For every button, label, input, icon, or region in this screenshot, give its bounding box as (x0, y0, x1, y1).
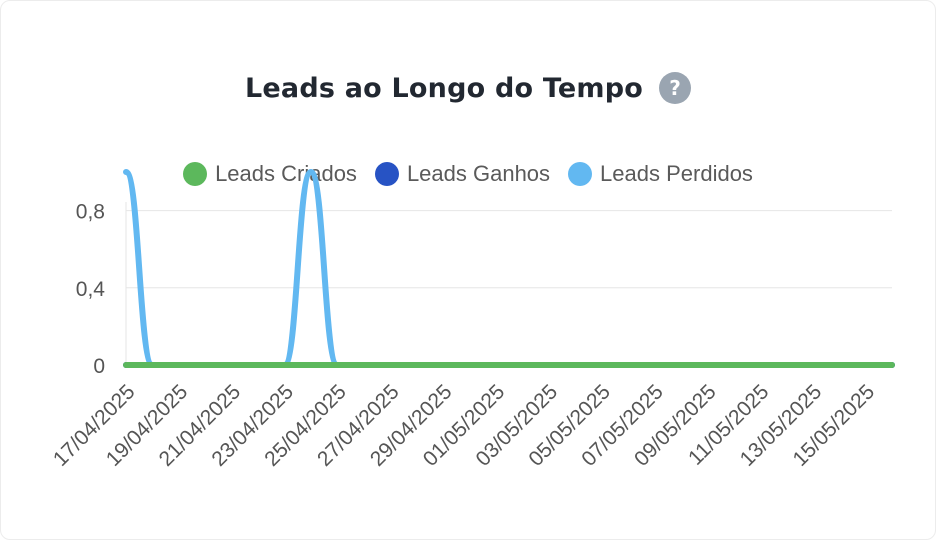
legend-label-leads-perdidos: Leads Perdidos (600, 161, 753, 186)
legend-dot-leads-perdidos (568, 162, 593, 186)
legend-item-leads-ganhos[interactable]: Leads Ganhos (374, 161, 551, 187)
legend-item-leads-criados[interactable]: Leads Criados (183, 161, 357, 187)
legend-item-leads-perdidos[interactable]: Leads Perdidos (568, 161, 753, 187)
chart-legend: Leads Criados Leads Ganhos Leads Perdido… (0, 158, 936, 190)
chart-header: Leads ao Longo do Tempo ? (0, 64, 936, 112)
chart-title: Leads ao Longo do Tempo (245, 72, 643, 104)
legend-dot-leads-ganhos (374, 162, 399, 186)
series-line-leads-perdidos (123, 169, 895, 368)
y-tick-label: 0 (93, 355, 105, 378)
y-tick-label: 0,8 (76, 201, 105, 224)
legend-label-leads-ganhos: Leads Ganhos (406, 161, 551, 186)
help-icon[interactable]: ? (659, 72, 691, 104)
legend-dot-leads-criados (183, 162, 208, 186)
legend-label-leads-criados: Leads Criados (215, 161, 357, 186)
y-tick-label: 0,4 (76, 278, 106, 301)
